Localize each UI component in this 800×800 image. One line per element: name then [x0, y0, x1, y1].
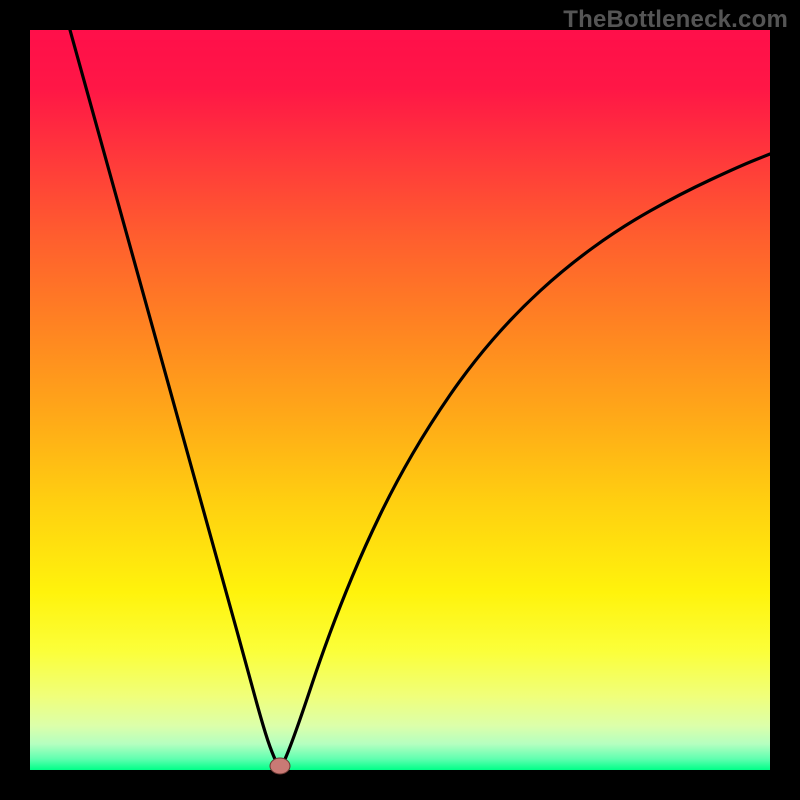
- watermark-text: TheBottleneck.com: [563, 6, 788, 34]
- curve-layer: [0, 0, 800, 800]
- chart-container: TheBottleneck.com: [0, 0, 800, 800]
- bottleneck-curve: [70, 30, 770, 767]
- optimum-marker: [270, 758, 290, 774]
